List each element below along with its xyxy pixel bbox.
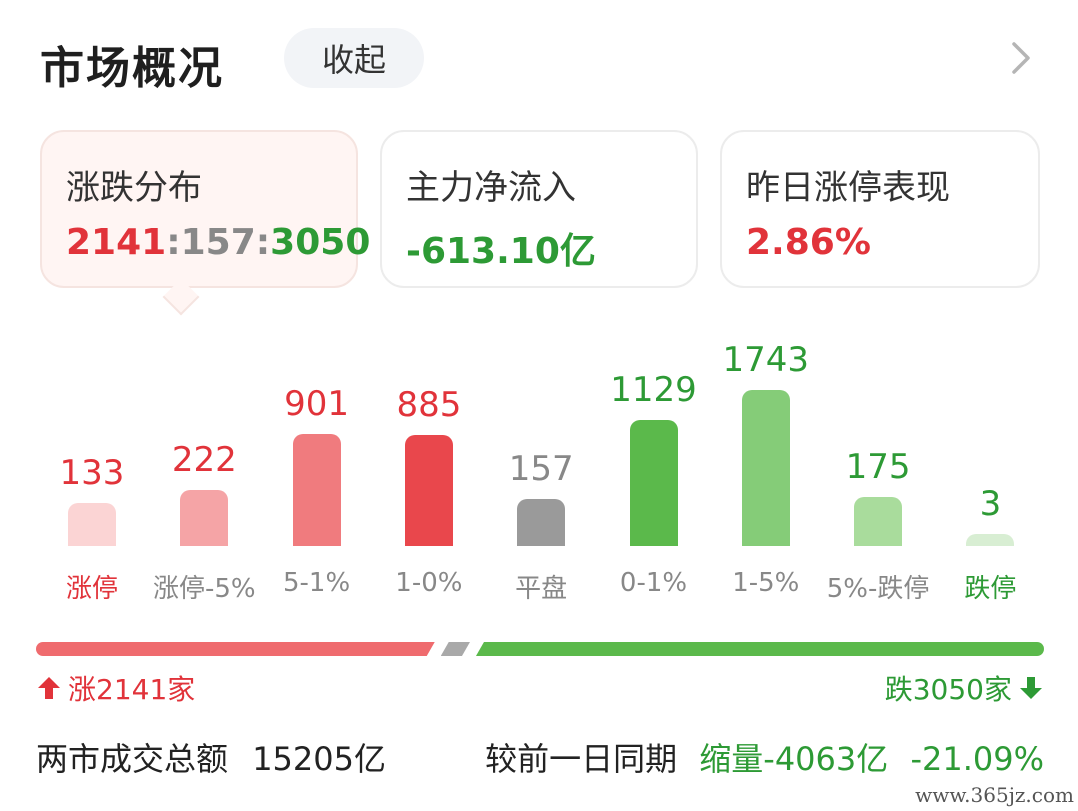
turnover-footer: 两市成交总额 15205亿 较前一日同期 缩量-4063亿 -21.09% xyxy=(36,734,1044,780)
header: 市场概况 收起 xyxy=(40,28,1050,94)
change-amount: 缩量-4063亿 xyxy=(699,740,889,778)
page-title: 市场概况 xyxy=(40,43,224,94)
down-summary-label: 跌3050家 xyxy=(884,673,1012,706)
collapse-button[interactable]: 收起 xyxy=(284,28,424,88)
bar-category-label: 跌停 xyxy=(964,574,1017,604)
bar xyxy=(629,420,678,546)
bar-column: 885 1-0% xyxy=(373,320,485,610)
net-inflow-card[interactable]: 主力净流入 -613.10亿 xyxy=(380,130,698,288)
net-inflow-value: -613.10亿 xyxy=(406,231,596,272)
distribution-value: 2141:157:3050 xyxy=(66,222,370,263)
bar-value-label: 3 xyxy=(979,484,1002,524)
bar-value-label: 885 xyxy=(396,385,462,425)
bar-column: 901 5-1% xyxy=(261,320,373,610)
bar-value-label: 133 xyxy=(59,453,125,493)
distribution-label: 涨跌分布 xyxy=(66,168,202,208)
turnover-value: 15205亿 xyxy=(252,740,386,778)
flat-segment xyxy=(441,642,470,656)
up-summary-label: 涨2141家 xyxy=(68,673,196,706)
bar-column: 1743 1-5% xyxy=(710,320,822,610)
bar-category-label: 1-0% xyxy=(395,568,463,598)
flat-count: 157 xyxy=(180,222,256,263)
separator: : xyxy=(166,222,181,263)
up-down-split-bar xyxy=(36,642,1044,656)
chevron-right-icon[interactable] xyxy=(1000,38,1040,78)
bar-column: 157 平盘 xyxy=(485,320,597,610)
bar xyxy=(741,390,790,546)
bar-category-label: 1-5% xyxy=(732,568,800,598)
bar-category-label: 0-1% xyxy=(619,568,688,598)
bar xyxy=(517,499,566,546)
bar-column: 222 涨停-5% xyxy=(148,320,260,610)
bar xyxy=(966,534,1015,546)
bar xyxy=(404,435,453,546)
yesterday-limit-value: 2.86% xyxy=(746,222,871,263)
up-summary: 涨2141家 xyxy=(36,668,195,708)
bar-category-label: 5-1% xyxy=(283,568,351,598)
down-summary: 跌3050家 xyxy=(885,668,1044,708)
net-inflow-label: 主力净流入 xyxy=(406,168,576,208)
separator: : xyxy=(255,222,271,263)
bar-column: 133 涨停 xyxy=(36,320,148,610)
change-pct: -21.09% xyxy=(910,740,1044,778)
turnover-label: 两市成交总额 xyxy=(36,740,229,778)
bar-value-label: 901 xyxy=(284,384,350,424)
up-count: 2141 xyxy=(66,222,167,263)
bar-category-label: 涨停 xyxy=(65,574,118,604)
bar-column: 175 5%-跌停 xyxy=(822,320,934,610)
bar xyxy=(68,503,116,546)
watermark: www.365jz.com xyxy=(915,783,1074,807)
distribution-bar-chart: 133 涨停 222 涨停-5% 901 5-1% 885 1-0% 157 平盘 1129 0-1%… xyxy=(0,320,1078,610)
down-segment xyxy=(475,642,1044,656)
bar-column: 3 跌停 xyxy=(934,320,1046,610)
bar-value-label: 1743 xyxy=(722,340,810,380)
bar-value-label: 1129 xyxy=(610,370,697,410)
bar-value-label: 157 xyxy=(508,449,574,489)
up-segment xyxy=(36,642,435,656)
bar xyxy=(854,497,903,546)
bar-category-label: 5%-跌停 xyxy=(826,574,930,604)
bar-value-label: 222 xyxy=(171,440,237,480)
compare-label: 较前一日同期 xyxy=(485,740,678,778)
bar-value-label: 175 xyxy=(845,447,911,487)
distribution-card[interactable]: 涨跌分布 2141:157:3050 xyxy=(40,130,370,288)
bar-category-label: 涨停-5% xyxy=(152,574,256,604)
bar xyxy=(180,490,229,546)
down-count: 3050 xyxy=(270,222,371,263)
yesterday-limit-card[interactable]: 昨日涨停表现 2.86% xyxy=(720,130,1040,288)
yesterday-limit-label: 昨日涨停表现 xyxy=(746,168,950,208)
bar-column: 1129 0-1% xyxy=(598,320,710,610)
bar xyxy=(292,434,341,546)
arrow-down-icon xyxy=(1020,677,1042,699)
turnover-compare: 较前一日同期 缩量-4063亿 -21.09% xyxy=(485,734,1044,780)
bar-category-label: 平盘 xyxy=(515,574,568,604)
arrow-up-icon xyxy=(38,677,60,699)
